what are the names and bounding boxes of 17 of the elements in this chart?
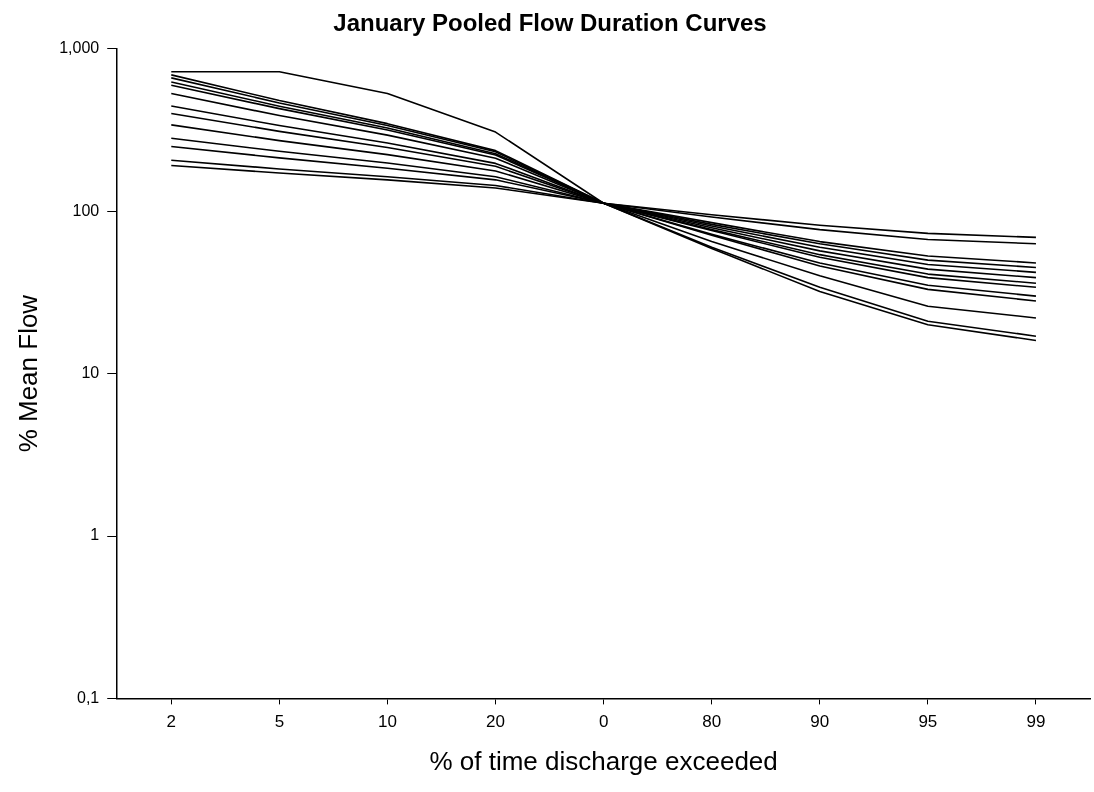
x-tick-label: 10: [377, 712, 397, 732]
x-tick-label: 2: [166, 712, 177, 732]
x-tick-label: 0: [598, 712, 609, 732]
x-tick-label: 80: [702, 712, 722, 732]
y-tick-label: 1: [90, 526, 100, 544]
x-tick-label: 95: [918, 712, 938, 732]
x-tick-label: 90: [810, 712, 830, 732]
y-tick-label: 1,000: [59, 39, 100, 57]
chart-title: January Pooled Flow Duration Curves: [333, 9, 767, 37]
y-axis-title: % Mean Flow: [12, 294, 43, 453]
y-tick-label: 100: [72, 201, 100, 219]
x-tick-label: 20: [486, 712, 505, 732]
x-tick-label: 5: [274, 712, 285, 732]
y-tick-label: 0,1: [76, 688, 100, 706]
x-axis-title: % of time discharge exceeded: [429, 745, 778, 776]
y-tick-label: 10: [81, 364, 100, 382]
x-tick-label: 99: [1026, 712, 1046, 732]
